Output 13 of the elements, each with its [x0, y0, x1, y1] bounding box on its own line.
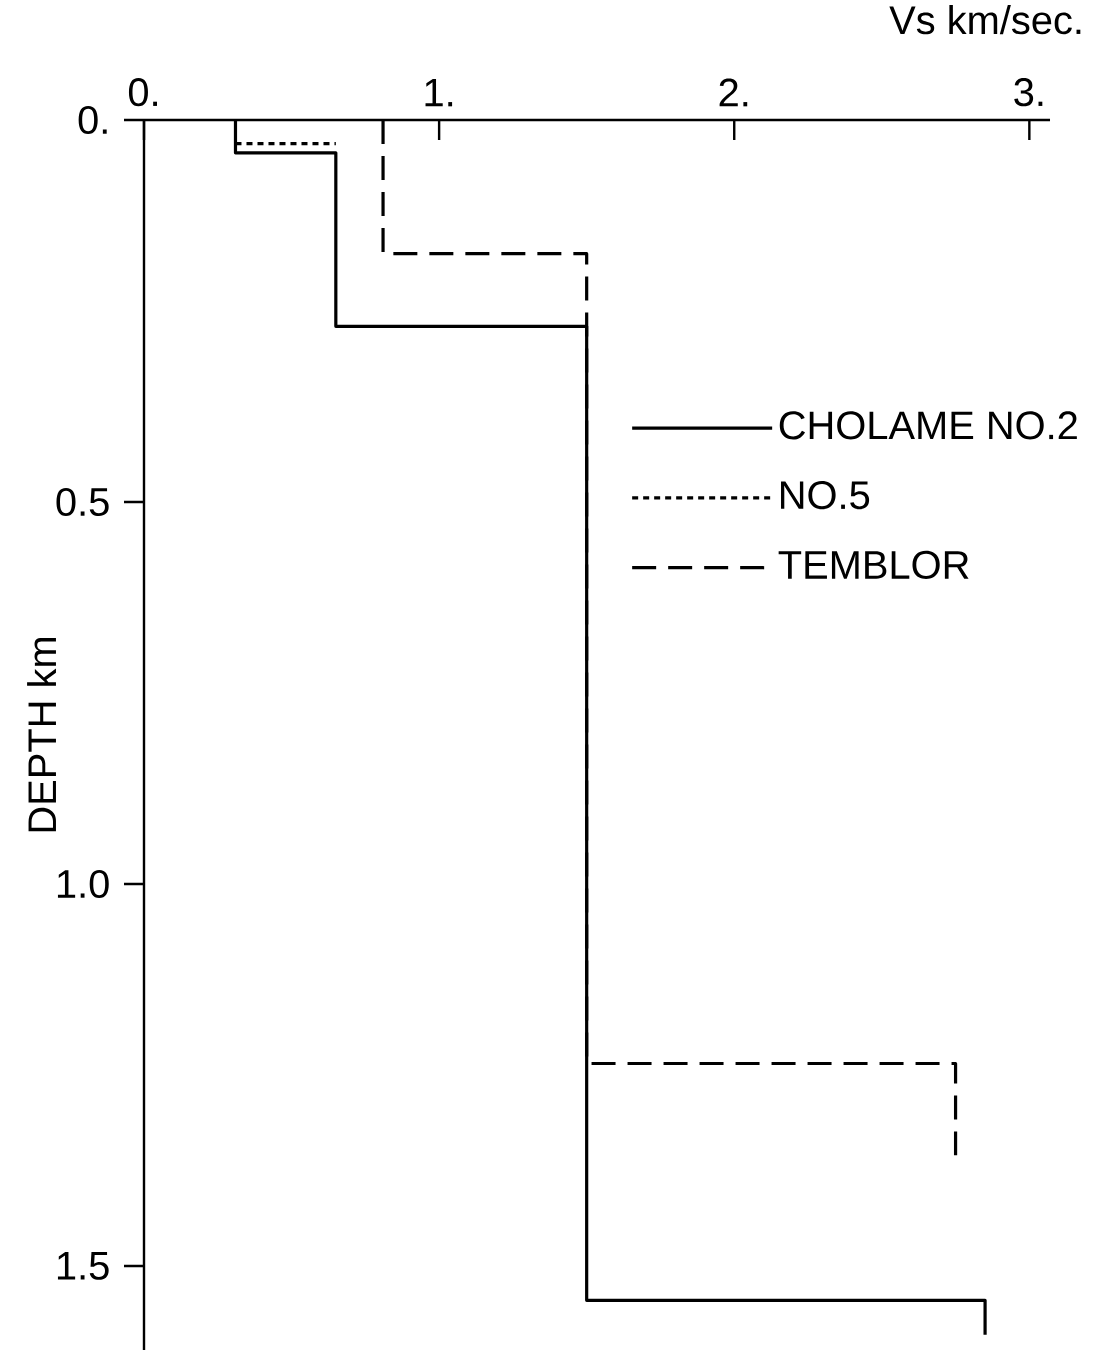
x-tick-label: 0.: [128, 78, 157, 107]
x-axis-title: Vs km/sec.: [889, 5, 1081, 35]
y-tick-label: 0.: [78, 105, 107, 135]
y-tick-label: 1.5: [57, 1252, 109, 1280]
y-tick-label: 0.5: [56, 487, 109, 517]
x-tick-label: 1.: [425, 78, 453, 107]
y-tick-label: 1.0: [57, 869, 109, 899]
x-tick-label: 3.: [1014, 78, 1043, 107]
x-tick-label: 2.: [719, 78, 748, 107]
y-axis-title: DEPTH km: [27, 638, 56, 832]
legend-label: CHOLAME NO.2: [779, 411, 1077, 440]
legend-label: NO.5: [781, 481, 870, 510]
legend-label: TEMBLOR: [778, 550, 969, 580]
